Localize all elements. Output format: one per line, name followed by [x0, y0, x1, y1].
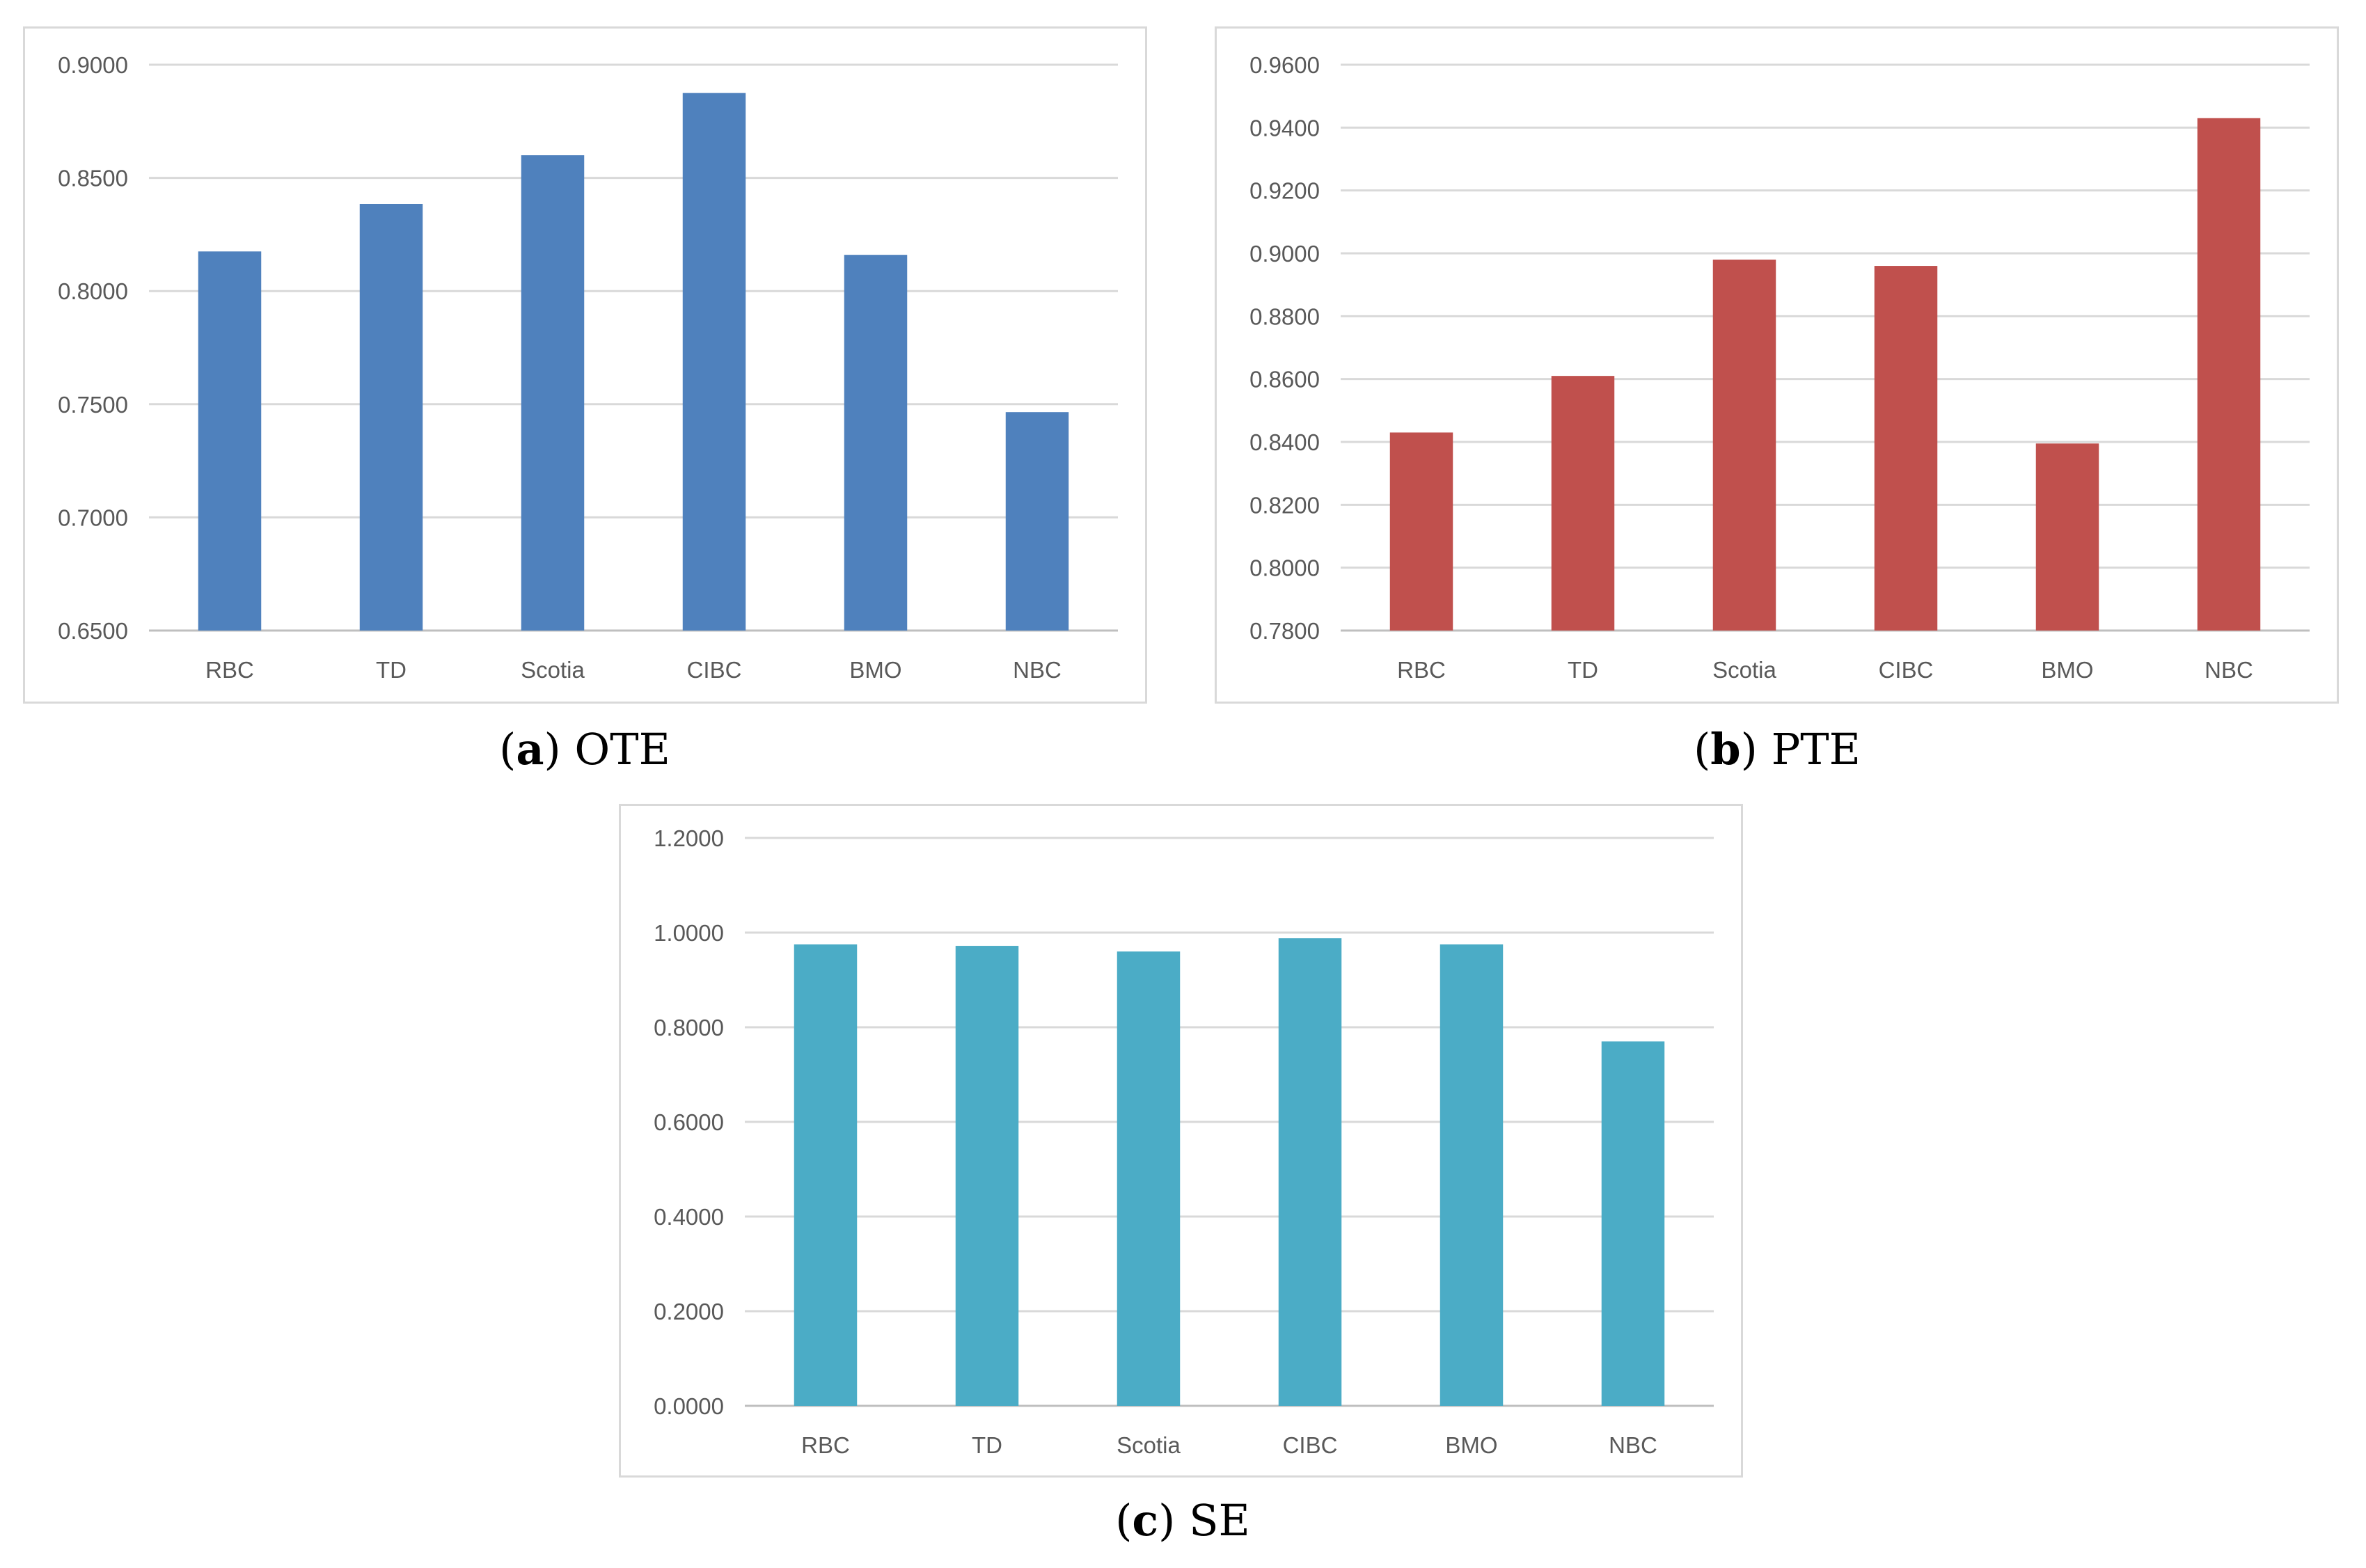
ote-y-tick-label: 0.7000: [58, 505, 128, 530]
pte-y-tick-label: 0.8400: [1249, 429, 1320, 455]
ote-x-tick-label: NBC: [1013, 657, 1062, 683]
se-x-tick-label: TD: [972, 1432, 1002, 1458]
pte-y-tick-label: 0.8000: [1249, 555, 1320, 581]
ote-x-tick-label: TD: [376, 657, 407, 683]
se-bar-nbc: [1601, 1041, 1665, 1406]
se-y-tick-label: 0.2000: [654, 1299, 724, 1324]
pte-y-tick-label: 0.9000: [1249, 241, 1320, 267]
ote-bar-cibc: [682, 93, 746, 631]
ote-y-tick-label: 0.9000: [58, 52, 128, 78]
se-bar-scotia: [1117, 951, 1181, 1406]
pte-y-tick-label: 0.8200: [1249, 492, 1320, 518]
pte-x-tick-label: RBC: [1397, 657, 1446, 683]
ote-x-tick-label: RBC: [205, 657, 254, 683]
se-x-tick-label: RBC: [801, 1432, 850, 1458]
se-y-tick-label: 0.0000: [654, 1393, 724, 1419]
caption-c: (c) SE: [1115, 1495, 1250, 1546]
pte-y-tick-label: 0.8600: [1249, 367, 1320, 393]
pte-bar-nbc: [2197, 118, 2261, 631]
ote-bar-rbc: [198, 251, 262, 631]
pte-x-tick-label: BMO: [2041, 657, 2093, 683]
ote-y-tick-label: 0.8500: [58, 166, 128, 191]
pte-bar-bmo: [2035, 443, 2099, 631]
ote-y-tick-label: 0.6500: [58, 618, 128, 644]
pte-y-tick-label: 0.9600: [1249, 52, 1320, 78]
ote-bar-chart: 0.6500 0.7000 0.7500 0.8000 0.8500 0.9000 RBC T…: [58, 52, 1118, 683]
ote-bar-scotia: [521, 155, 585, 631]
se-x-tick-label: NBC: [1609, 1432, 1657, 1458]
se-bar-td: [955, 946, 1019, 1406]
pte-bar-rbc: [1389, 432, 1453, 631]
pte-x-tick-label: CIBC: [1879, 657, 1934, 683]
ote-y-tick-label: 0.8000: [58, 278, 128, 304]
se-bar-bmo: [1440, 944, 1504, 1406]
chart-panel-pte: 0.7800 0.8000 0.8200 0.8400 0.8600 0.8800 0.90…: [1215, 26, 2339, 704]
ote-bar-bmo: [844, 255, 908, 631]
se-y-tick-label: 0.6000: [654, 1109, 724, 1135]
se-bar-rbc: [794, 944, 858, 1406]
ote-bar-td: [359, 203, 423, 631]
ote-bar-nbc: [1005, 412, 1069, 631]
pte-y-tick-label: 0.9200: [1249, 178, 1320, 204]
ote-x-tick-label: Scotia: [521, 657, 585, 683]
pte-bar-cibc: [1874, 266, 1938, 631]
ote-x-tick-label: CIBC: [687, 657, 742, 683]
pte-x-tick-label: NBC: [2205, 657, 2253, 683]
se-bar-cibc: [1278, 938, 1342, 1406]
se-bar-chart: 0.0000 0.2000 0.4000 0.6000 0.8000 1.0000 1.20…: [654, 825, 1714, 1458]
chart-panel-ote: 0.6500 0.7000 0.7500 0.8000 0.8500 0.9000 RBC T…: [23, 26, 1147, 704]
pte-y-tick-label: 0.8800: [1249, 303, 1320, 329]
se-y-tick-label: 0.8000: [654, 1015, 724, 1040]
pte-bar-td: [1551, 376, 1615, 631]
caption-b: (b) PTE: [1694, 724, 1861, 775]
ote-y-tick-label: 0.7500: [58, 392, 128, 418]
ote-x-tick-label: BMO: [849, 657, 901, 683]
pte-bar-scotia: [1712, 260, 1776, 631]
pte-y-tick-label: 0.7800: [1249, 618, 1320, 644]
chart-panel-se: 0.0000 0.2000 0.4000 0.6000 0.8000 1.0000 1.20…: [619, 804, 1743, 1478]
se-y-tick-label: 0.4000: [654, 1204, 724, 1230]
pte-y-tick-label: 0.9400: [1249, 115, 1320, 141]
pte-x-tick-label: Scotia: [1712, 657, 1776, 683]
se-y-tick-label: 1.0000: [654, 920, 724, 946]
se-x-tick-label: CIBC: [1283, 1432, 1338, 1458]
pte-bar-chart: 0.7800 0.8000 0.8200 0.8400 0.8600 0.8800 0.90…: [1249, 52, 2310, 683]
se-x-tick-label: Scotia: [1117, 1432, 1181, 1458]
pte-x-tick-label: TD: [1568, 657, 1598, 683]
caption-a: (a) OTE: [499, 724, 670, 775]
se-x-tick-label: BMO: [1445, 1432, 1497, 1458]
se-y-tick-label: 1.2000: [654, 825, 724, 851]
